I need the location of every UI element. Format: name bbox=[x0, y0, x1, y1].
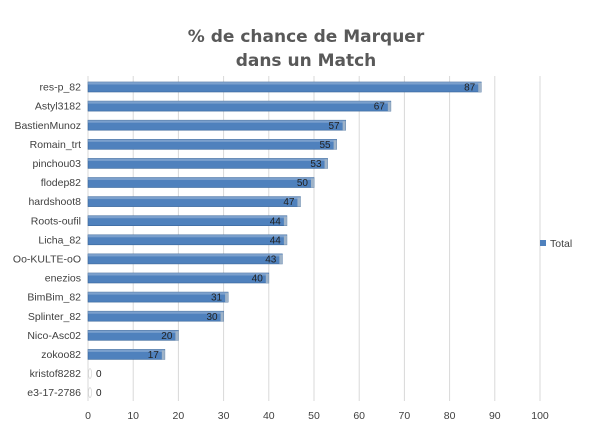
legend-swatch bbox=[540, 240, 546, 246]
category-label: res-p_82 bbox=[40, 82, 82, 94]
data-label: 31 bbox=[211, 293, 223, 304]
bar-edge-shade bbox=[324, 159, 328, 169]
bar-highlight bbox=[88, 273, 269, 276]
data-label: 67 bbox=[374, 102, 386, 113]
bar-edge-shade bbox=[283, 216, 287, 226]
bar-highlight bbox=[88, 253, 283, 257]
legend-label: Total bbox=[550, 238, 572, 250]
bar-highlight bbox=[88, 330, 179, 333]
category-label: BastienMunoz bbox=[14, 120, 81, 132]
bar-highlight bbox=[88, 215, 287, 219]
category-label: Astyl3182 bbox=[35, 101, 81, 113]
data-label: 20 bbox=[161, 331, 173, 342]
data-label: 44 bbox=[270, 235, 282, 246]
data-label: 55 bbox=[319, 140, 331, 151]
category-label: zokoo82 bbox=[41, 349, 81, 361]
data-label: 30 bbox=[206, 312, 218, 323]
bar-edge-shade bbox=[333, 140, 337, 150]
bar-edge-shade bbox=[279, 254, 283, 264]
category-label: e3-17-2786 bbox=[27, 387, 81, 399]
category-label: flodep82 bbox=[41, 177, 81, 189]
x-tick-label: 10 bbox=[127, 410, 139, 422]
bar-edge-shade bbox=[387, 102, 391, 112]
category-label: Oo-KULTE-oO bbox=[13, 254, 81, 266]
category-label: Licha_82 bbox=[38, 234, 81, 246]
bar-edge-shade bbox=[225, 293, 229, 303]
bar-highlight bbox=[88, 158, 328, 161]
data-label: 57 bbox=[329, 121, 341, 132]
bars bbox=[87, 81, 482, 398]
category-label: enezios bbox=[45, 273, 81, 285]
bar-highlight bbox=[88, 101, 391, 104]
category-label: hardshoot8 bbox=[28, 196, 81, 208]
bar-edge-shade bbox=[297, 197, 301, 207]
bar-highlight bbox=[88, 292, 229, 295]
bar-highlight bbox=[88, 311, 224, 314]
data-label: 87 bbox=[464, 83, 476, 94]
x-tick-label: 80 bbox=[444, 410, 456, 422]
bar-highlight bbox=[88, 196, 301, 200]
bar-highlight bbox=[88, 234, 287, 238]
x-tick-label: 20 bbox=[173, 410, 185, 422]
data-label: 53 bbox=[310, 159, 322, 170]
bar-highlight bbox=[88, 120, 346, 123]
data-label: 44 bbox=[270, 216, 282, 227]
data-label: 17 bbox=[148, 350, 160, 361]
legend: Total bbox=[540, 238, 572, 250]
category-label: Splinter_82 bbox=[28, 311, 81, 323]
bar-edge-shade bbox=[311, 178, 314, 188]
bar-highlight bbox=[88, 82, 482, 85]
bar bbox=[88, 368, 92, 379]
bar-edge-shade bbox=[265, 274, 269, 283]
bar-edge-shade bbox=[220, 312, 224, 322]
category-label: BimBim_82 bbox=[27, 292, 81, 304]
x-tick-label: 60 bbox=[353, 410, 365, 422]
bar-edge-shade bbox=[161, 350, 165, 360]
chart-title-line-2: dans un Match bbox=[236, 51, 377, 71]
x-tick-label: 50 bbox=[308, 410, 320, 422]
bar-edge-shade bbox=[478, 83, 482, 92]
category-label: Romain_trt bbox=[30, 139, 81, 151]
data-label: 0 bbox=[96, 388, 102, 399]
data-label: 47 bbox=[283, 197, 295, 208]
bar-highlight bbox=[88, 139, 337, 142]
bar-highlight bbox=[88, 177, 314, 180]
bar-edge-shade bbox=[175, 331, 179, 341]
x-tick-label: 90 bbox=[489, 410, 501, 422]
bar bbox=[88, 387, 92, 398]
category-label: Roots-oufil bbox=[31, 215, 81, 227]
category-label: pinchou03 bbox=[33, 158, 82, 170]
category-label: Nico-Asc02 bbox=[27, 330, 81, 342]
x-tick-label: 70 bbox=[399, 410, 411, 422]
labels: 0 10 20 30 40 50 60 70 80 90 100 res-p_82 87 Astyl318… bbox=[13, 82, 549, 422]
data-label: 43 bbox=[265, 255, 277, 266]
x-tick-label: 40 bbox=[263, 410, 275, 422]
data-label: 40 bbox=[252, 274, 264, 285]
x-tick-label: 0 bbox=[85, 410, 91, 422]
category-label: kristof8282 bbox=[30, 368, 82, 380]
chart-title-line-1: % de chance de Marquer bbox=[188, 27, 425, 47]
data-label: 50 bbox=[297, 178, 309, 189]
x-tick-label: 100 bbox=[531, 410, 549, 422]
x-tick-label: 30 bbox=[218, 410, 230, 422]
bar-edge-shade bbox=[283, 235, 287, 245]
bar-highlight bbox=[88, 349, 165, 352]
bar-edge-shade bbox=[342, 121, 346, 131]
data-label: 0 bbox=[96, 369, 102, 380]
